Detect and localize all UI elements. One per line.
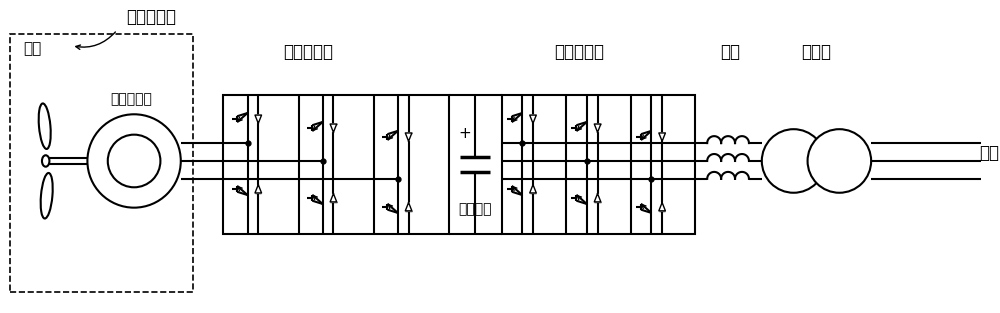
Polygon shape [530,185,536,193]
Text: 机侧变流器: 机侧变流器 [283,43,333,61]
Polygon shape [223,95,449,234]
Polygon shape [659,203,665,211]
Polygon shape [530,115,536,123]
Polygon shape [405,133,412,141]
Polygon shape [255,185,262,193]
Circle shape [762,129,825,193]
Text: 永磁发电机: 永磁发电机 [110,92,152,106]
Text: 网侧变流器: 网侧变流器 [554,43,604,61]
Polygon shape [502,95,695,234]
Text: 母线电容: 母线电容 [458,203,492,217]
Polygon shape [330,124,337,132]
Circle shape [808,129,871,193]
FancyArrowPatch shape [76,32,115,49]
Text: 变压器: 变压器 [801,43,831,61]
Text: 风力发电机: 风力发电机 [126,8,176,26]
Polygon shape [255,115,262,123]
Polygon shape [659,133,665,141]
Polygon shape [330,193,337,202]
Text: +: + [458,126,471,141]
Text: 风轮: 风轮 [23,41,41,56]
Circle shape [87,114,181,208]
Polygon shape [594,124,601,132]
Text: 电感: 电感 [720,43,740,61]
Polygon shape [405,203,412,211]
Polygon shape [594,193,601,202]
Ellipse shape [42,155,49,167]
Circle shape [108,135,160,187]
Text: 电网: 电网 [979,144,999,162]
